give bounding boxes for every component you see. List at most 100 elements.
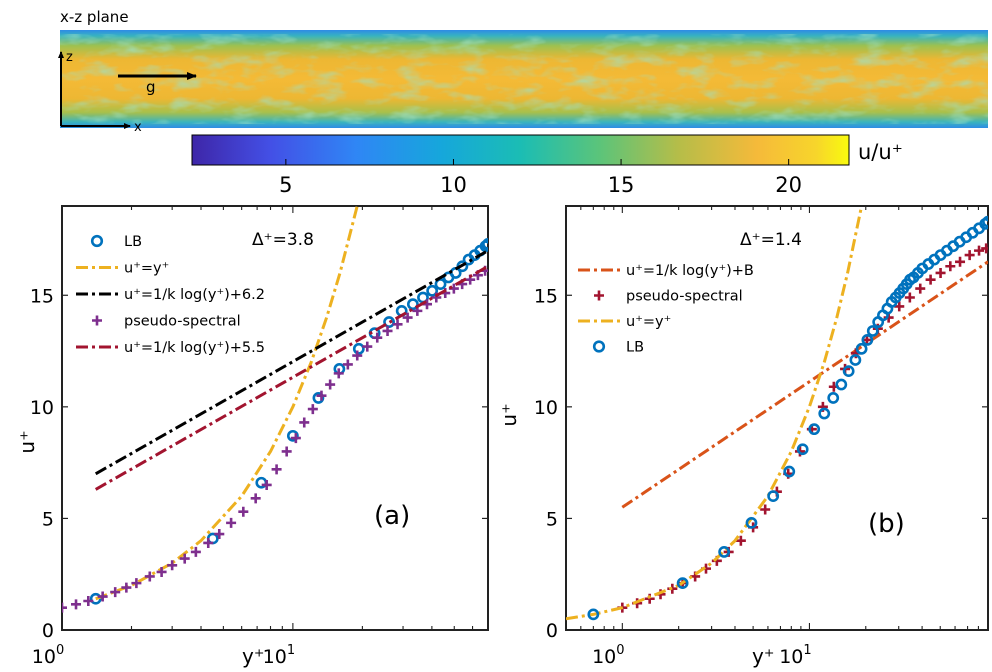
data-point-plus: [362, 341, 373, 352]
data-point-plus: [261, 479, 272, 490]
data-point-plus: [935, 267, 946, 278]
data-point-circle: [849, 354, 862, 366]
gravity-label: g: [146, 78, 156, 96]
data-point-circle: [718, 545, 731, 558]
data-point-circle: [842, 365, 855, 378]
legend-label: LB: [124, 234, 142, 250]
colorbar-ticks: 5 10 15 20: [279, 159, 802, 197]
data-point-plus: [179, 553, 190, 564]
data-point-plus: [925, 274, 936, 285]
data-point-plus: [290, 433, 301, 444]
panel-a-annotation: Δ⁺=3.8: [252, 230, 314, 250]
data-point-plus: [981, 243, 988, 254]
x-tick-label: 100: [32, 643, 64, 668]
data-point-circle: [861, 333, 874, 346]
data-point-circle: [426, 284, 439, 297]
y-tick-label: 5: [42, 508, 54, 530]
velocity-field-texture: [60, 34, 988, 124]
legend-label: pseudo-spectral: [124, 314, 241, 330]
x-axis-label: x: [134, 120, 142, 135]
data-point-plus: [945, 261, 956, 272]
colorbar-label: u/u⁺: [858, 140, 903, 164]
y-tick-label: 10: [30, 397, 54, 419]
x-tick-base: 10: [263, 646, 287, 668]
legend-label: LB: [626, 340, 644, 356]
y-tick-label: 0: [546, 620, 558, 642]
z-axis-label: z: [66, 50, 73, 65]
data-point-circle: [89, 592, 102, 605]
data-point-plus: [307, 404, 318, 415]
data-point-plus: [974, 245, 985, 256]
data-point-circle: [312, 392, 325, 404]
data-point-plus: [325, 379, 336, 390]
x-tick-exp: 1: [803, 643, 811, 658]
y-tick-label: 5: [546, 508, 558, 530]
legend-label: u⁺=y⁺: [124, 261, 169, 277]
data-point-plus: [964, 250, 975, 261]
series-line: [94, 249, 488, 476]
colorbar-tick-label: 15: [608, 173, 635, 197]
panel-a-xlabel: y⁺: [242, 644, 264, 668]
x-tick-label: 101: [779, 643, 811, 668]
data-point-plus: [144, 571, 155, 582]
data-point-plus: [333, 368, 344, 379]
data-point-plus: [203, 537, 214, 548]
panel-b-annotation: Δ⁺=1.4: [740, 230, 802, 250]
x-tick-exp: 0: [56, 643, 64, 658]
data-point-circle: [482, 238, 488, 250]
data-point-circle: [982, 215, 988, 228]
data-point-plus: [316, 390, 327, 401]
data-point-plus: [97, 591, 108, 602]
panel-a-ylabel-text: u⁺: [15, 430, 39, 453]
panel-b-label: (b): [868, 509, 905, 539]
data-point-circle: [808, 423, 821, 436]
series-line: [95, 206, 359, 601]
legend-label: u⁺=1/k log(y⁺)+5.5: [124, 340, 265, 356]
legend-swatch: [594, 290, 604, 301]
colorbar-tick-label: 20: [775, 173, 802, 197]
legend-swatch: [90, 234, 104, 248]
y-tick-label: 10: [534, 397, 558, 419]
data-point-circle: [352, 342, 365, 355]
panel-a-plot-area: [62, 206, 488, 613]
panel-b-xlabel: y⁺: [752, 644, 774, 668]
data-point-circle: [796, 443, 809, 456]
panel-b-ylabel-text: u⁺: [497, 403, 521, 426]
panel-a-legend: LB u⁺=y⁺ u⁺=1/k log(y⁺)+6.2 pseudo-spectral…: [76, 234, 265, 356]
data-point-circle: [479, 240, 488, 253]
data-point-plus: [131, 578, 142, 589]
x-tick-exp: 1: [287, 643, 295, 658]
data-point-plus: [121, 582, 132, 593]
data-point-plus: [214, 529, 225, 540]
legend-label: u⁺=1/k log(y⁺)+B: [626, 263, 754, 279]
plane-label: x-z plane: [60, 8, 129, 26]
y-tick-label: 15: [534, 285, 558, 307]
data-point-plus: [760, 504, 771, 515]
data-point-plus: [83, 595, 94, 606]
panel-b-ylabel: u⁺: [497, 403, 521, 426]
data-point-circle: [827, 392, 840, 404]
series-line: [621, 260, 988, 509]
data-point-plus: [281, 446, 292, 457]
data-point-circle: [818, 407, 831, 420]
data-point-plus: [372, 332, 383, 343]
x-tick-label: 100: [592, 643, 624, 668]
data-point-plus: [250, 493, 261, 504]
data-point-plus: [402, 312, 413, 323]
x-tick-base: 10: [592, 646, 616, 668]
x-tick-label: 101: [263, 643, 295, 668]
data-point-plus: [644, 593, 655, 604]
data-point-circle: [286, 429, 299, 442]
x-tick-base: 10: [32, 646, 56, 668]
flow-snapshot: x-z plane z x g: [58, 8, 988, 135]
data-point-plus: [915, 283, 926, 294]
data-point-plus: [271, 464, 282, 475]
legend-swatch: [592, 340, 606, 353]
data-point-circle: [855, 342, 868, 355]
colorbar: 5 10 15 20 u/u⁺: [191, 134, 903, 197]
data-point-plus: [299, 417, 310, 428]
x-tick-exp: 0: [616, 643, 624, 658]
colorbar-gradient: [191, 134, 850, 166]
